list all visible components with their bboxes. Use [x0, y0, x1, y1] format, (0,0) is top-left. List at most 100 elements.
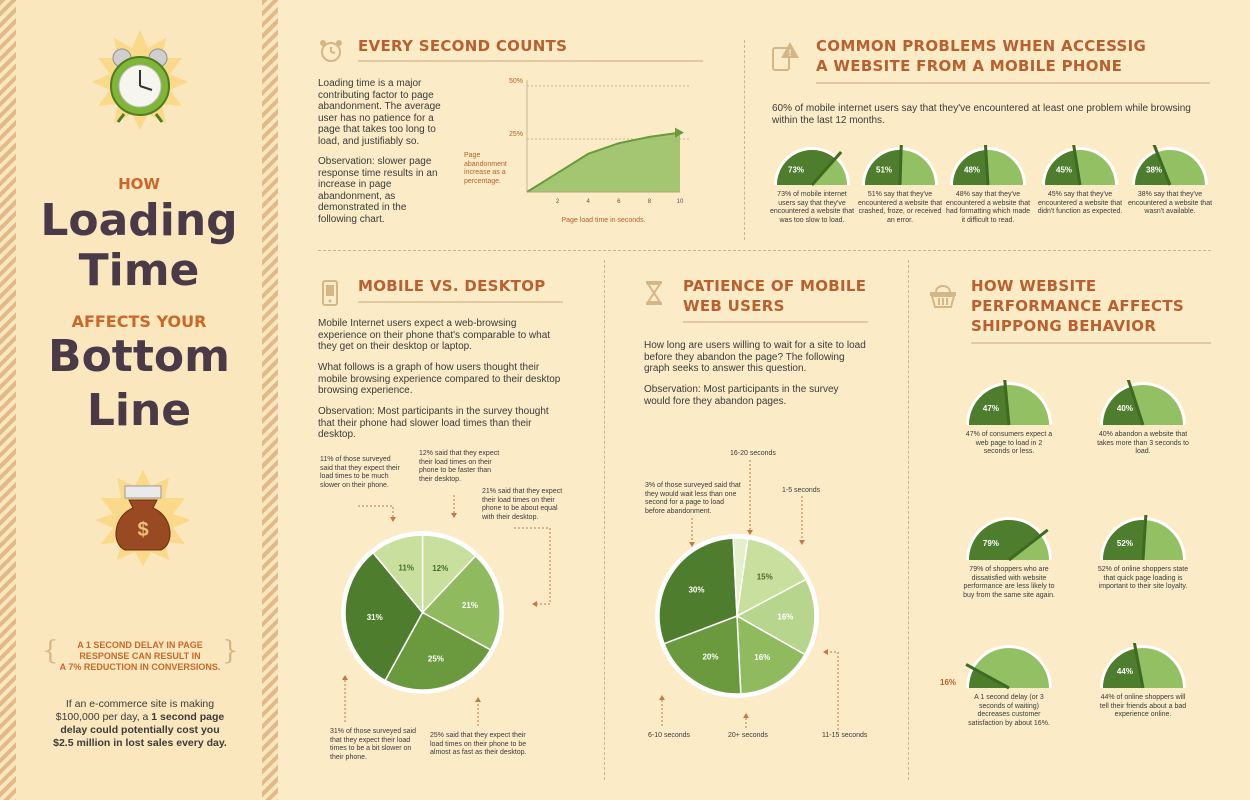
area-arrow-head: [675, 127, 684, 138]
common-problems-title-1: COMMON PROBLEMS WHEN ACCESSIG: [816, 37, 1147, 55]
gauge-needle: [965, 663, 1010, 690]
annotation-12: 12% said that they expect their load tim…: [419, 450, 500, 483]
gauge-dial: 40%: [1100, 377, 1186, 426]
gauge: 45% 45% say that they've encountered a we…: [1038, 141, 1122, 215]
gauge-fill: [1103, 520, 1146, 560]
common-problems-title: COMMON PROBLEMS WHEN ACCESSIG A WEBSITE …: [816, 36, 1146, 76]
gauge-dial: [965, 645, 1052, 690]
gauge-fill: [1045, 150, 1080, 185]
gauge-caption: 48% say that they've encountered a websi…: [945, 191, 1031, 224]
gauge-needle: [1002, 376, 1011, 426]
gauge-fill: [865, 150, 902, 185]
gauge-caption: 52% of online shoppers state that quick …: [1097, 566, 1189, 590]
gauge-dial: 45%: [1042, 141, 1118, 186]
gauge: 51% 51% say that they've encountered a we…: [858, 140, 942, 224]
gauge-fill: [953, 150, 988, 185]
gauge-value: 16%: [940, 678, 957, 687]
pie-slice: [736, 614, 806, 695]
patience-underline: [683, 321, 868, 323]
pie-slice-label: 30%: [688, 586, 704, 595]
hourglass-icon: [646, 281, 662, 305]
area-x-tick: 6: [617, 199, 621, 205]
gauge-needle: [1141, 511, 1148, 561]
shopping-title-1: HOW WEBSITE: [971, 277, 1097, 295]
shopping-basket-icon: [930, 285, 956, 308]
patience-pie: 16% 16% 20% 30% 15%: [655, 534, 819, 698]
area-chart-ylabel: Page abandonment increase as a percentag…: [464, 152, 524, 186]
pie-slice: [421, 554, 501, 651]
ecommerce-bold-4: $2.5 million in lost sales every day.: [53, 737, 227, 749]
delay-quote: A 1 SECOND DELAY IN PAGE RESPONSE CAN RE…: [55, 640, 225, 673]
gauge: 73% 73% of mobile internet users say that…: [770, 145, 854, 224]
gauge-value: 79%: [983, 539, 999, 548]
gauge-dial: 79%: [966, 517, 1052, 562]
gauge: 48% 48% say that they've encountered a we…: [946, 140, 1030, 224]
gauge-dial: 38%: [1132, 143, 1208, 186]
gauge-needle: [810, 151, 843, 186]
label-1-5: 1-5 seconds: [782, 487, 821, 494]
pie-slice-label: 12%: [432, 564, 448, 573]
annotation-25: 25% said that they expect their load tim…: [430, 732, 527, 756]
ylabel-line-c: increase as a: [464, 169, 506, 176]
area-y-tick: 25%: [509, 131, 523, 138]
gauge-fill: [1135, 152, 1170, 185]
mobile-desktop-pie: 12% 21% 25% 31% 11%: [341, 531, 504, 694]
gauge-caption: A 1 second delay (or 3 seconds of waitin…: [968, 694, 1050, 727]
gauge-needle: [1071, 141, 1082, 186]
gauge-fill: [777, 150, 836, 185]
delay-line-1: A 1 SECOND DELAY IN PAGE: [77, 640, 203, 650]
gauge-caption: 79% of shoppers who are dissatisfied wit…: [963, 566, 1055, 599]
annotation-11: 11% of those surveyed said that they exp…: [320, 456, 400, 489]
patience-para-1: How long are users willing to wait for a…: [644, 340, 866, 374]
delay-line-2: RESPONSE CAN RESULT IN: [79, 651, 201, 661]
ecommerce-bold-2: 1 second page: [151, 711, 225, 723]
sidebar-stripe-right: [262, 0, 278, 800]
pie-slice-label: 21%: [462, 601, 478, 610]
mobile-desktop-underline: [358, 301, 563, 303]
mobile-desktop-title: MOBILE VS. DESKTOP: [358, 277, 546, 295]
patience-title-1: PATIENCE OF MOBILE: [683, 277, 867, 295]
pie-slice-label: 20%: [702, 653, 718, 662]
pie-slice-label: 16%: [777, 613, 793, 622]
gauge-caption: 73% of mobile internet users say that th…: [769, 191, 855, 224]
sidebar: HOW Loading Time AFFECTS YOUR Bottom Lin…: [0, 0, 278, 800]
gauge-needle: [1008, 528, 1049, 562]
gauge-needle: [983, 140, 990, 186]
area-y-tick: 50%: [509, 78, 523, 85]
sidebar-loading: Loading: [40, 195, 238, 246]
pie-slice: [735, 578, 816, 656]
mobile-desktop-para-3: Observation: Most participants in the su…: [318, 406, 549, 440]
pie2-leader-lines: [659, 460, 839, 730]
gauge-needle: [1132, 639, 1145, 689]
separator-top: [744, 40, 745, 240]
ylabel-line-b: abandonment: [464, 160, 507, 168]
pie1-leader-lines: [342, 495, 551, 726]
pie-slice: [344, 551, 424, 682]
patience-title: PATIENCE OF MOBILE WEB USERS: [683, 276, 866, 316]
gauge-caption: 40% abandon a website that takes more th…: [1097, 431, 1189, 455]
gauge-dial: 73%: [774, 147, 850, 186]
svg-text:!: !: [789, 48, 792, 58]
pie-slice: [372, 534, 424, 615]
gauge-fill: [1103, 648, 1143, 688]
gauge-value: 40%: [1117, 404, 1133, 413]
pie-slice: [736, 537, 807, 618]
gauge-value: 51%: [876, 165, 892, 174]
gauge-value: 52%: [1117, 539, 1133, 548]
alarm-clock-icon: [92, 30, 188, 130]
right-brace-icon: }: [222, 636, 239, 666]
gauge: 44% 44% of online shoppers will tell thei…: [1098, 639, 1188, 718]
gauge-caption: 44% of online shoppers will tell their f…: [1099, 694, 1187, 718]
pie-slice-label: 31%: [367, 613, 383, 622]
annotation-3: 3% of those surveyed said that they woul…: [645, 482, 741, 515]
shopping-underline: [971, 342, 1211, 344]
left-brace-icon: {: [42, 636, 59, 666]
money-bag-icon: $: [95, 470, 191, 566]
gauge-needle: [1126, 377, 1145, 426]
gauge-value: 48%: [964, 165, 980, 174]
delay-line-3: A 7% REDUCTION IN CONVERSIONS.: [59, 662, 221, 672]
pie-slice-label: 25%: [428, 655, 444, 664]
label-16-20: 16-20 seconds: [730, 450, 776, 457]
gauge-value: 47%: [983, 404, 999, 413]
sidebar-how: HOW: [118, 175, 160, 193]
